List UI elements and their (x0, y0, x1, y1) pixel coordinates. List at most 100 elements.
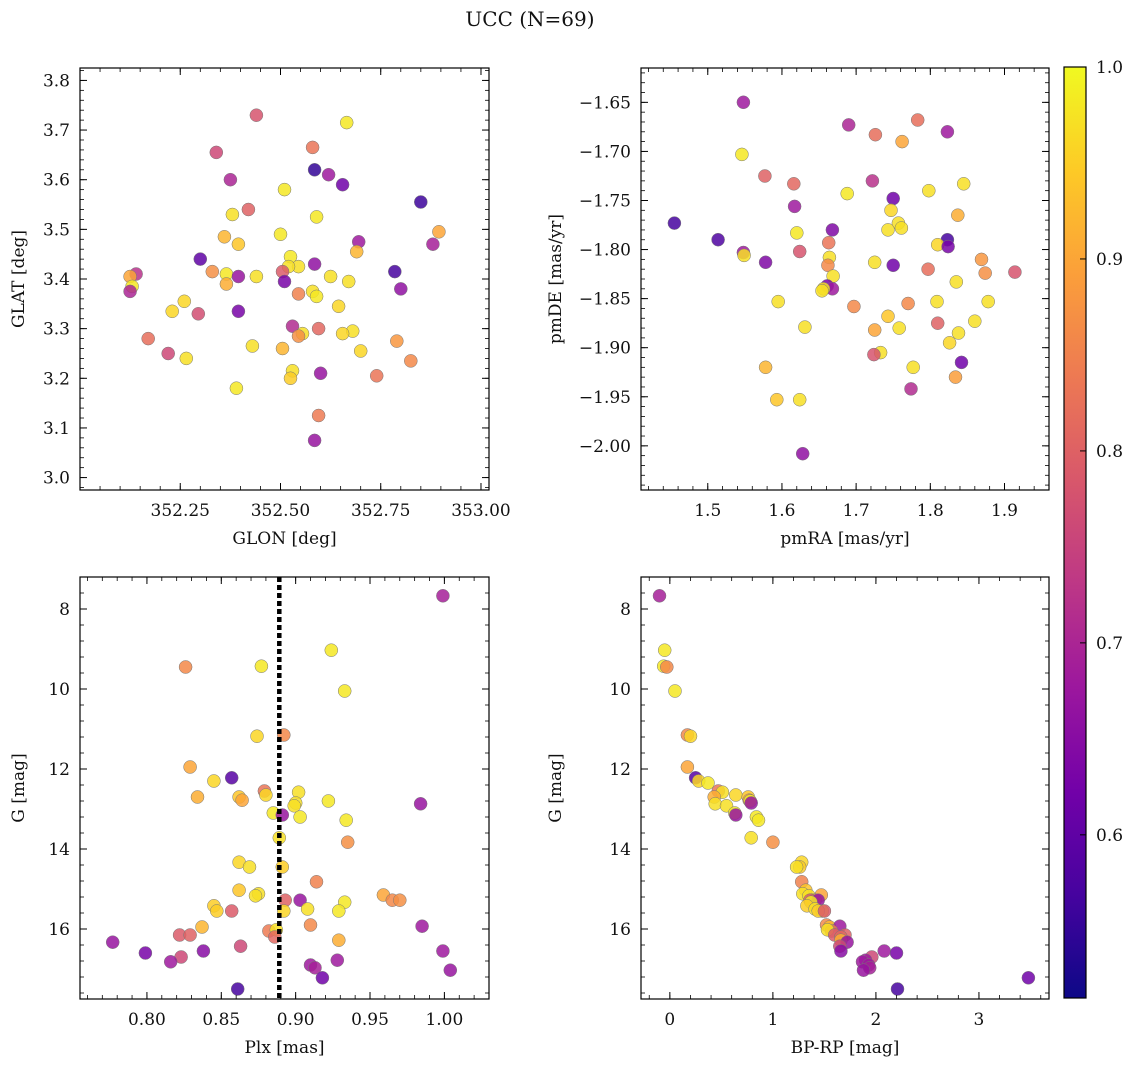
x-tick-label: 1.6 (768, 501, 795, 521)
data-point (141, 331, 155, 346)
data-point (305, 140, 320, 155)
data-point (652, 589, 667, 603)
scatter-points (667, 95, 1022, 461)
y-tick-label: 3.1 (43, 419, 70, 439)
colorbar-tick-label: 0.8 (1096, 442, 1123, 462)
data-point (667, 216, 682, 230)
x-axis-label: Plx [mas] (244, 1038, 324, 1058)
data-point (930, 316, 945, 330)
data-point (680, 760, 695, 774)
data-point (277, 182, 292, 197)
data-point (349, 244, 364, 259)
data-point (795, 446, 810, 461)
data-point (668, 684, 682, 698)
data-point (867, 255, 882, 270)
x-tick-label: 0.95 (351, 1010, 389, 1030)
data-point (744, 831, 758, 845)
data-point (324, 643, 339, 657)
colorbar-tick-label: 0.9 (1096, 250, 1123, 270)
data-point (1021, 971, 1036, 985)
data-point (339, 115, 354, 130)
data-point (232, 883, 246, 897)
data-point (1008, 265, 1022, 279)
data-point (886, 191, 900, 206)
data-point (321, 167, 336, 182)
colorbar-tick-label: 1.0 (1096, 58, 1123, 78)
data-point (404, 354, 418, 368)
data-point (951, 326, 966, 340)
data-point (790, 226, 804, 240)
data-point (894, 221, 909, 235)
data-point (798, 320, 812, 334)
data-point (353, 344, 368, 358)
data-point (771, 294, 785, 309)
data-point (393, 893, 407, 907)
colorbar: 0.6 0.7 0.8 0.9 1.0 (1063, 58, 1123, 999)
y-tick-label: −1.90 (579, 339, 631, 359)
data-point (285, 319, 300, 333)
figure-title: UCC (N=69) (465, 7, 594, 31)
data-point (847, 299, 861, 314)
panel-glon-glat: 352.25 352.50 352.75 353.00 3.0 3.1 3.2 3.3 3.4 3… (9, 67, 511, 549)
x-axis-label: pmRA [mas/yr] (780, 529, 909, 549)
data-point (660, 660, 674, 674)
y-tick-label: 3.7 (43, 121, 70, 141)
data-point (956, 177, 971, 191)
data-point (309, 289, 324, 304)
data-point (889, 946, 904, 960)
y-tick-label: 3.8 (43, 71, 70, 91)
data-point (233, 939, 248, 953)
y-tick-label: 3.2 (43, 369, 70, 389)
data-point (249, 269, 264, 284)
data-point (195, 920, 209, 934)
panel-plx-g: 0.80 0.85 0.90 0.95 1.00 8 10 12 14 16 Plx [mas] G … (9, 576, 490, 1058)
data-point (231, 269, 246, 284)
data-point (413, 797, 428, 811)
data-point (758, 360, 773, 375)
data-point (881, 309, 895, 324)
data-point (766, 835, 780, 849)
data-point (949, 275, 964, 289)
data-point (817, 904, 832, 918)
data-point (259, 788, 273, 802)
data-point (711, 232, 725, 247)
x-tick-label: 352.50 (251, 501, 310, 521)
y-tick-label: 12 (609, 760, 631, 780)
y-axis-label: G [mag] (9, 753, 29, 822)
data-point (751, 813, 766, 827)
data-point (968, 314, 982, 328)
data-point (177, 294, 192, 309)
x-tick-label: 0.80 (128, 1010, 166, 1030)
data-point (183, 760, 197, 774)
data-point (248, 889, 263, 903)
y-tick-label: 8 (620, 600, 631, 620)
data-point (250, 729, 264, 743)
colorbar-tick-label: 0.7 (1096, 634, 1123, 654)
data-point (683, 729, 698, 743)
data-point (744, 796, 758, 810)
plot-frame (640, 576, 1050, 1000)
data-point (332, 933, 346, 947)
data-point (868, 127, 883, 142)
x-tick-label: 0.85 (202, 1010, 240, 1030)
data-point (940, 125, 955, 139)
data-point (205, 264, 220, 279)
y-tick-label: 10 (609, 680, 631, 700)
data-point (895, 134, 909, 149)
y-axis-label: G [mag] (546, 753, 566, 822)
data-point (307, 433, 322, 448)
y-tick-label: −1.95 (579, 388, 631, 408)
data-point (426, 237, 440, 251)
y-tick-label: 14 (609, 840, 631, 860)
data-point (942, 336, 957, 350)
data-point (300, 902, 315, 916)
data-point (890, 982, 905, 996)
data-point (330, 953, 345, 967)
data-point (105, 935, 120, 949)
x-tick-label: 352.75 (351, 501, 410, 521)
y-tick-label: −1.70 (579, 142, 631, 162)
y-tick-label: 3.0 (43, 469, 70, 489)
data-point (283, 371, 298, 386)
data-point (737, 248, 751, 263)
